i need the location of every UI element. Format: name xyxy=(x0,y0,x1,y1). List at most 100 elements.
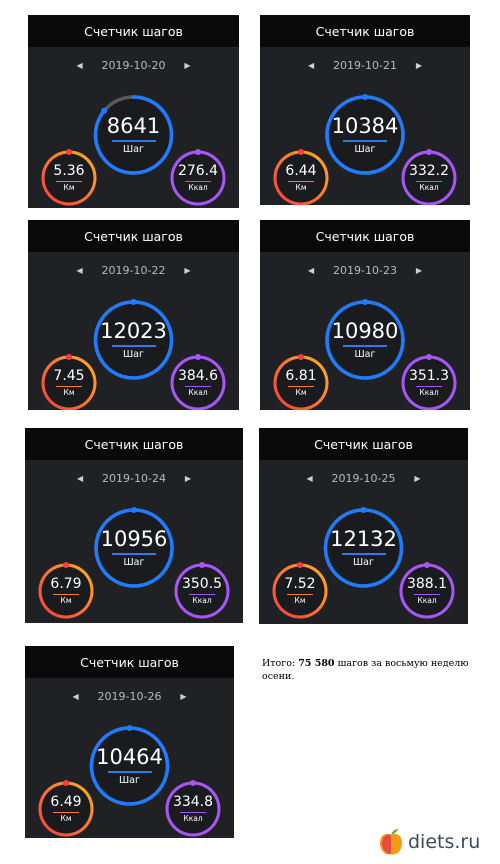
km-readout: 6.49 Км xyxy=(44,793,88,825)
next-day-icon[interactable]: ▶ xyxy=(414,473,421,483)
km-value: 6.49 xyxy=(50,794,82,810)
prev-day-icon[interactable]: ◀ xyxy=(307,265,315,275)
km-unit: Км xyxy=(288,386,314,397)
steps-value: 8641 xyxy=(106,114,161,138)
brand-logo[interactable]: diets.ru xyxy=(378,826,496,858)
km-value: 6.81 xyxy=(285,368,317,384)
pedometer-panel-6: Счетчик шагов ◀ 2019-10-25 ▶ 12132 Шаг 7.52 Км… xyxy=(259,428,468,624)
steps-ring-dot xyxy=(130,299,137,305)
km-unit: Км xyxy=(287,594,313,605)
kcal-unit: Ккал xyxy=(185,386,211,397)
next-day-icon[interactable]: ▶ xyxy=(415,265,423,275)
kcal-value: 388.1 xyxy=(406,576,448,592)
steps-unit: Шаг xyxy=(107,771,152,786)
kcal-ring-dot xyxy=(195,354,201,360)
kcal-value: 351.3 xyxy=(408,368,450,384)
km-value: 6.79 xyxy=(50,576,82,592)
prev-day-icon[interactable]: ◀ xyxy=(76,265,83,275)
summary-suffix: шагов за восьмую неделю осени. xyxy=(262,658,469,682)
km-ring-dot xyxy=(66,354,72,360)
steps-readout: 10956 Шаг xyxy=(94,522,174,574)
prev-day-icon[interactable]: ◀ xyxy=(76,473,84,483)
kcal-value: 384.6 xyxy=(177,368,219,384)
kcal-unit: Ккал xyxy=(185,181,211,192)
steps-ring-dot xyxy=(126,725,133,731)
date-label: 2019-10-25 xyxy=(331,471,396,485)
date-label: 2019-10-21 xyxy=(333,58,397,72)
kcal-ring-dot xyxy=(199,562,205,568)
steps-readout: 12023 Шаг xyxy=(94,314,174,366)
panel-title: Счетчик шагов xyxy=(25,646,234,678)
prev-day-icon[interactable]: ◀ xyxy=(72,691,79,701)
kcal-ring-dot xyxy=(195,149,201,155)
steps-ring-progress xyxy=(94,508,174,588)
km-readout: 7.52 Км xyxy=(278,575,322,607)
kcal-ring-progress xyxy=(401,355,457,410)
panel-title: Счетчик шагов xyxy=(260,220,470,252)
gauge-rings xyxy=(273,91,457,205)
panel-title: Счетчик шагов xyxy=(260,15,470,47)
next-day-icon[interactable]: ▶ xyxy=(180,691,187,701)
steps-ring-dot xyxy=(101,107,108,114)
next-day-icon[interactable]: ▶ xyxy=(184,265,191,275)
kcal-readout: 332.2 Ккал xyxy=(405,162,453,194)
panel-title: Счетчик шагов xyxy=(28,15,239,47)
date-navigator: ◀ 2019-10-20 ▶ xyxy=(28,55,239,75)
km-value: 6.44 xyxy=(285,163,317,179)
km-value: 7.45 xyxy=(53,368,85,384)
steps-readout: 8641 Шаг xyxy=(94,109,174,161)
weekly-summary: Итого: 75 580 шагов за восьмую неделю ос… xyxy=(262,657,472,683)
date-navigator: ◀ 2019-10-25 ▶ xyxy=(259,468,468,488)
km-readout: 6.81 Км xyxy=(279,367,323,399)
date-label: 2019-10-22 xyxy=(101,263,166,277)
prev-day-icon[interactable]: ◀ xyxy=(76,60,83,70)
kcal-ring-dot xyxy=(426,354,432,360)
panel-title: Счетчик шагов xyxy=(28,220,239,252)
steps-value: 10384 xyxy=(331,114,399,138)
gauge-rings xyxy=(38,722,221,837)
steps-unit: Шаг xyxy=(111,345,156,360)
km-ring-progress xyxy=(38,563,94,619)
kcal-ring-progress xyxy=(165,781,221,837)
next-day-icon[interactable]: ▶ xyxy=(415,60,423,70)
kcal-ring-progress xyxy=(174,563,230,619)
kcal-unit: Ккал xyxy=(414,594,440,605)
km-ring-dot xyxy=(298,354,304,360)
kcal-readout: 334.8 Ккал xyxy=(169,793,217,825)
gauge-rings xyxy=(41,296,226,410)
date-navigator: ◀ 2019-10-24 ▶ xyxy=(25,468,243,488)
km-ring-progress xyxy=(38,781,94,837)
km-unit: Км xyxy=(53,594,79,605)
pedometer-panel-1: Счетчик шагов ◀ 2019-10-20 ▶ 8641 Шаг 5.36 Км 2… xyxy=(28,15,239,208)
date-label: 2019-10-26 xyxy=(97,689,162,703)
gauge-rings xyxy=(38,504,230,619)
panel-title: Счетчик шагов xyxy=(25,428,243,460)
kcal-unit: Ккал xyxy=(416,181,442,192)
km-ring-progress xyxy=(272,563,328,619)
next-day-icon[interactable]: ▶ xyxy=(184,60,191,70)
kcal-unit: Ккал xyxy=(180,812,206,823)
next-day-icon[interactable]: ▶ xyxy=(184,473,192,483)
steps-ring-dot xyxy=(362,299,368,305)
steps-unit: Шаг xyxy=(343,345,387,360)
km-readout: 6.79 Км xyxy=(44,575,88,607)
km-unit: Км xyxy=(56,181,82,192)
kcal-readout: 388.1 Ккал xyxy=(403,575,451,607)
steps-unit: Шаг xyxy=(112,553,156,568)
steps-readout: 10464 Шаг xyxy=(90,740,170,792)
steps-value: 12132 xyxy=(330,527,397,551)
date-label: 2019-10-23 xyxy=(333,263,397,277)
km-unit: Км xyxy=(288,181,314,192)
summary-total: 75 580 xyxy=(298,658,335,669)
steps-ring-progress xyxy=(93,300,174,380)
kcal-value: 332.2 xyxy=(408,163,450,179)
prev-day-icon[interactable]: ◀ xyxy=(307,60,315,70)
km-ring-progress xyxy=(41,355,97,410)
kcal-readout: 351.3 Ккал xyxy=(405,367,453,399)
km-ring-dot xyxy=(63,562,69,568)
steps-ring-progress xyxy=(323,508,404,588)
steps-ring-progress xyxy=(325,300,405,380)
panel-title: Счетчик шагов xyxy=(259,428,468,460)
steps-unit: Шаг xyxy=(343,140,387,155)
prev-day-icon[interactable]: ◀ xyxy=(306,473,313,483)
